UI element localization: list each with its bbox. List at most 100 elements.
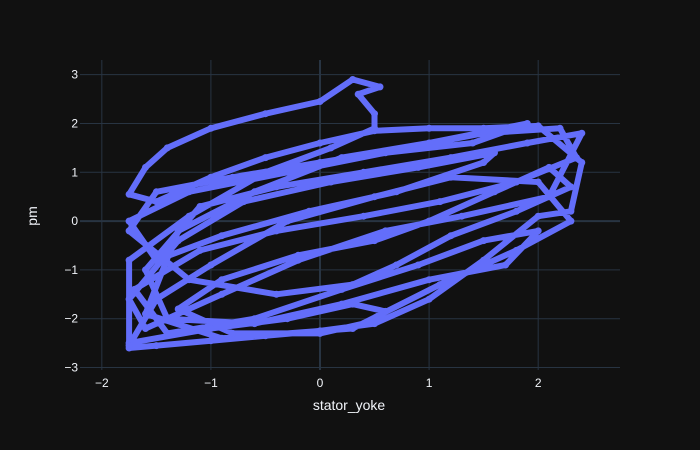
data-layer <box>125 76 586 352</box>
data-point <box>163 329 171 337</box>
data-point <box>185 276 193 284</box>
data-point <box>360 168 368 176</box>
data-point <box>338 300 346 308</box>
data-point <box>414 163 422 171</box>
data-point <box>283 217 291 225</box>
data-point <box>447 173 455 181</box>
data-point <box>425 139 433 147</box>
data-point <box>152 295 160 303</box>
data-point <box>131 285 138 293</box>
x-tick-label: 2 <box>535 376 542 390</box>
data-point <box>207 261 215 269</box>
y-tick-label: −1 <box>64 263 78 277</box>
data-point <box>567 207 575 215</box>
tick-labels: −2 −1 0 1 2 −3 −2 −1 0 1 2 3 <box>64 68 542 390</box>
y-tick-label: −3 <box>64 361 78 375</box>
data-point <box>371 320 378 328</box>
data-point <box>382 227 389 235</box>
data-point <box>376 83 384 91</box>
data-point <box>294 256 302 264</box>
data-point <box>196 246 204 254</box>
data-point <box>218 334 226 342</box>
data-point <box>425 124 433 132</box>
data-point <box>262 168 269 176</box>
data-point <box>480 237 488 245</box>
data-point <box>142 325 149 332</box>
data-point <box>436 198 444 206</box>
data-point <box>425 217 433 225</box>
data-point <box>382 307 389 315</box>
data-point <box>469 139 477 147</box>
data-point <box>567 217 575 225</box>
data-point <box>262 110 269 118</box>
data-point <box>283 168 291 176</box>
data-point <box>567 183 575 191</box>
data-point <box>272 227 280 235</box>
data-point <box>578 129 586 137</box>
data-point <box>125 256 133 264</box>
data-point <box>125 217 133 225</box>
data-point <box>371 110 378 118</box>
data-point <box>545 163 553 171</box>
data-point <box>327 144 335 152</box>
data-point <box>371 124 378 132</box>
data-point <box>414 261 422 269</box>
data-point <box>403 144 411 152</box>
data-point <box>316 98 324 105</box>
data-point <box>371 237 378 245</box>
y-tick-label: 2 <box>71 116 78 130</box>
data-point <box>152 188 160 196</box>
data-point <box>229 329 237 337</box>
data-point <box>142 310 149 318</box>
data-point <box>480 256 488 264</box>
data-point <box>251 315 258 323</box>
data-point <box>349 281 357 289</box>
y-tick-label: 3 <box>71 68 78 82</box>
data-point <box>382 149 389 157</box>
data-point <box>142 266 149 274</box>
data-point <box>305 207 313 215</box>
x-axis-title: stator_yoke <box>313 397 386 413</box>
data-point <box>207 325 215 332</box>
data-point <box>572 154 580 162</box>
data-point <box>272 290 280 298</box>
data-point <box>125 227 133 235</box>
data-point <box>512 246 520 254</box>
y-tick-label: 1 <box>71 165 78 179</box>
data-point <box>125 342 133 350</box>
data-point <box>360 320 368 328</box>
data-point <box>338 285 346 293</box>
data-point <box>251 320 258 328</box>
data-point <box>425 276 433 284</box>
data-point <box>174 227 182 235</box>
x-tick-label: −2 <box>95 376 109 390</box>
y-tick-label: 0 <box>71 214 78 228</box>
data-point <box>491 188 498 196</box>
data-point <box>502 261 509 269</box>
data-point <box>152 342 160 350</box>
data-point <box>229 173 237 181</box>
data-point <box>349 76 357 83</box>
data-point <box>152 256 160 264</box>
data-point <box>534 227 542 235</box>
data-point <box>360 212 368 220</box>
data-point <box>534 178 542 186</box>
x-tick-label: 1 <box>426 376 433 390</box>
x-tick-label: −1 <box>204 376 218 390</box>
data-point <box>251 188 258 196</box>
data-point <box>354 90 362 98</box>
data-point <box>218 232 226 240</box>
data-point <box>349 325 357 332</box>
data-point <box>512 207 520 215</box>
data-point <box>262 154 269 162</box>
data-point <box>578 159 586 166</box>
data-point <box>240 198 248 206</box>
data-point <box>327 178 335 186</box>
data-point <box>218 290 226 298</box>
data-point <box>556 124 564 132</box>
data-point <box>207 337 215 345</box>
data-point <box>196 203 204 210</box>
data-point <box>349 300 357 308</box>
data-point <box>480 129 488 137</box>
data-point <box>174 305 182 313</box>
